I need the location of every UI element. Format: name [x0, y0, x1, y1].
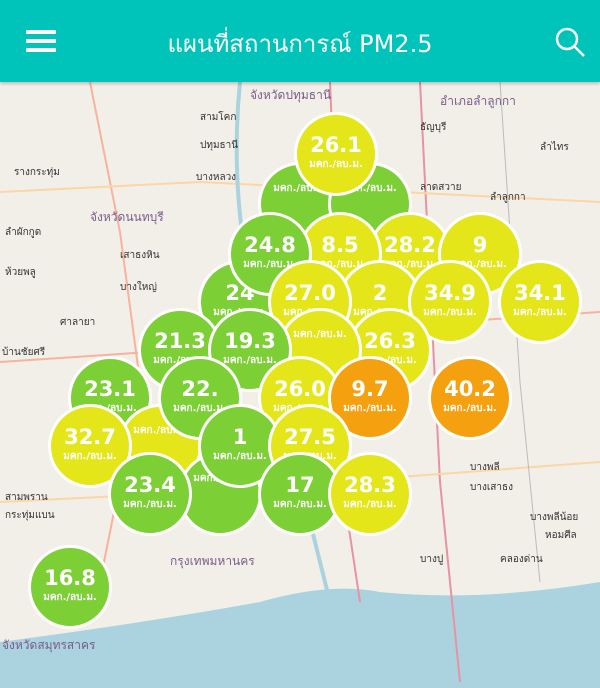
unit-label: มคก./ลบ.ม.: [293, 329, 347, 340]
place-label: จังหวัดนนทบุรี: [90, 210, 164, 224]
unit-label: มคก./ลบ.ม.: [513, 307, 567, 318]
pm25-value: 28.3: [344, 473, 396, 497]
place-label: คลองด่าน: [500, 554, 543, 565]
pm25-value: 16.8: [44, 566, 96, 590]
pm25-map[interactable]: จังหวัดปทุมธานีสามโคกปทุมธานี ธัญบุรีรางก…: [0, 82, 600, 688]
pm25-value: 34.9: [424, 281, 476, 305]
pm25-value: 26.0: [274, 377, 326, 401]
place-label: กรุงเทพมหานคร: [170, 554, 255, 568]
search-icon[interactable]: [554, 26, 586, 58]
place-label: บางพลี: [470, 462, 500, 473]
unit-label: มคก./ลบ.ม.: [43, 592, 97, 603]
unit-label: มคก./ลบ.ม.: [173, 403, 227, 414]
app-header: แผนที่สถานการณ์ PM2.5: [0, 0, 600, 82]
unit-label: มคก./ลบ.ม.: [133, 425, 187, 436]
place-label: ศาลายา: [60, 317, 96, 328]
unit-label: มคก./ลบ.ม.: [213, 451, 267, 462]
unit-label: มคก./ลบ.ม.: [343, 499, 397, 510]
station-marker[interactable]: 16.8 มคก./ลบ.ม.: [28, 545, 112, 629]
pm25-value: 34.1: [514, 281, 566, 305]
pm25-value: 23.4: [124, 473, 176, 497]
unit-label: มคก./ลบ.ม.: [223, 355, 277, 366]
place-label: รางกระทุ่ม: [14, 167, 60, 178]
hamburger-menu-icon[interactable]: [26, 30, 56, 52]
unit-label: มคก./ลบ.ม.: [453, 259, 507, 270]
unit-label: มคก./ลบ.ม.: [383, 259, 437, 270]
unit-label: มคก./ลบ.ม.: [273, 183, 327, 194]
unit-label: มคก./ลบ.ม.: [273, 499, 327, 510]
unit-label: มคก./ลบ.ม.: [423, 307, 477, 318]
pm25-value: 23.1: [84, 377, 136, 401]
place-label: บางพลีน้อย: [530, 512, 579, 523]
pm25-value: 28.2: [384, 233, 436, 257]
unit-label: มคก./ลบ.ม.: [343, 403, 397, 414]
station-marker[interactable]: 17 มคก./ลบ.ม.: [258, 452, 342, 536]
unit-label: มคก./ลบ.ม.: [309, 159, 363, 170]
pm25-value: 40.2: [444, 377, 496, 401]
place-label: บ้านชัยศรี: [2, 347, 46, 358]
place-label: ลำไทร: [540, 142, 569, 153]
road: [499, 82, 541, 583]
place-label: หอมศีล: [545, 530, 577, 541]
unit-label: มคก./ลบ.ม.: [343, 183, 397, 194]
pm25-value: 27.5: [284, 425, 336, 449]
station-marker[interactable]: 40.2 มคก./ลบ.ม.: [428, 356, 512, 440]
pm25-value: 21.3: [154, 329, 206, 353]
unit-label: มคก./ลบ.ม.: [313, 259, 367, 270]
place-label: ห้วยพลู: [5, 267, 36, 278]
place-label: ลำผักกูด: [5, 227, 42, 238]
unit-label: มคก./ลบ.ม.: [123, 499, 177, 510]
station-marker[interactable]: 23.4 มคก./ลบ.ม.: [108, 452, 192, 536]
pm25-value: 8.5: [321, 233, 359, 257]
pm25-value: 9.7: [351, 377, 389, 401]
place-label: บางปู: [420, 554, 444, 565]
pm25-value: 26.1: [310, 133, 362, 157]
station-marker[interactable]: 32.7 มคก./ลบ.ม.: [48, 404, 132, 488]
place-label: สามพราน: [5, 492, 48, 503]
place-label: สามโคก: [200, 112, 237, 123]
place-label: ธัญบุรี: [420, 122, 447, 133]
station-marker[interactable]: 26.1 มคก./ลบ.ม.: [294, 112, 378, 196]
pm25-value: 26.3: [364, 329, 416, 353]
pm25-value: 9: [472, 233, 488, 257]
pm25-value: 19.3: [224, 329, 276, 353]
station-marker[interactable]: 34.1 มคก./ลบ.ม.: [498, 260, 582, 344]
station-marker[interactable]: 28.3 มคก./ลบ.ม.: [328, 452, 412, 536]
place-label: บางใหญ่: [120, 282, 157, 293]
unit-label: มคก./ลบ.ม.: [63, 451, 117, 462]
place-label: ปทุมธานี: [200, 140, 239, 151]
place-label: เสาธงหิน: [120, 250, 160, 261]
page-title: แผนที่สถานการณ์ PM2.5: [167, 30, 433, 58]
pm25-value: 17: [285, 473, 315, 497]
unit-label: มคก./ลบ.ม.: [443, 403, 497, 414]
place-label: บางเสาธง: [470, 482, 513, 493]
place-label: ลำลูกกา: [490, 192, 526, 203]
sea: [0, 582, 600, 688]
road: [0, 180, 600, 203]
pm25-value: 32.7: [64, 425, 116, 449]
place-label: กระทุ่มแบน: [5, 510, 55, 521]
place-label: อำเภอลำลูกกา: [440, 94, 516, 108]
place-label: ลาดสวาย: [420, 182, 462, 193]
pm25-value: 27.0: [284, 281, 336, 305]
place-label: จังหวัดสมุทรสาคร: [2, 638, 96, 652]
place-label: บางหลวง: [196, 172, 237, 183]
station-marker[interactable]: 24.8 มคก./ลบ.ม.: [228, 212, 312, 296]
pm25-value: 1: [232, 425, 248, 449]
place-label: จังหวัดปทุมธานี: [250, 88, 332, 102]
pm25-value: 22.: [181, 377, 219, 401]
pm25-value: 2: [372, 281, 388, 305]
station-marker[interactable]: 22. มคก./ลบ.ม.: [158, 356, 242, 440]
unit-label: มคก./ลบ.ม.: [243, 259, 297, 270]
pm25-value: 24.8: [244, 233, 296, 257]
